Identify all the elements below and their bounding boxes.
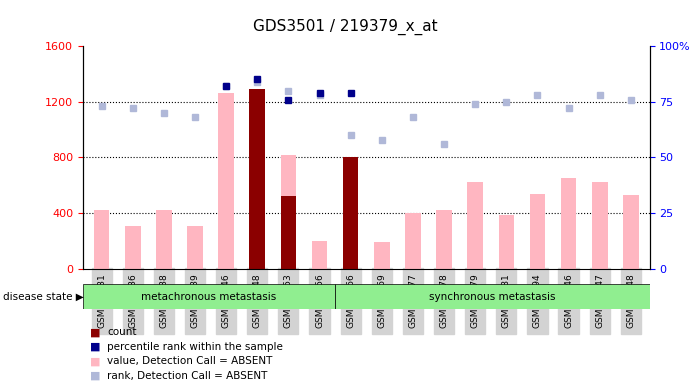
Bar: [530, 194, 545, 269]
Text: ■: ■: [90, 371, 100, 381]
Bar: [249, 89, 265, 269]
Bar: [592, 182, 607, 269]
Text: GDS3501 / 219379_x_at: GDS3501 / 219379_x_at: [253, 19, 438, 35]
Bar: [156, 210, 171, 269]
Text: percentile rank within the sample: percentile rank within the sample: [107, 342, 283, 352]
Text: disease state ▶: disease state ▶: [3, 291, 84, 301]
Text: ■: ■: [90, 356, 100, 366]
Bar: [623, 195, 638, 269]
Bar: [467, 182, 483, 269]
Bar: [374, 242, 390, 269]
Bar: [94, 210, 109, 269]
Bar: [498, 215, 514, 269]
Bar: [218, 93, 234, 269]
Bar: [249, 198, 265, 269]
Bar: [343, 230, 359, 269]
Bar: [436, 210, 452, 269]
Bar: [312, 241, 328, 269]
Text: value, Detection Call = ABSENT: value, Detection Call = ABSENT: [107, 356, 272, 366]
Bar: [281, 155, 296, 269]
Bar: [405, 213, 421, 269]
Bar: [125, 226, 140, 269]
Text: synchronous metastasis: synchronous metastasis: [429, 291, 556, 302]
Bar: [187, 226, 202, 269]
Text: ■: ■: [90, 342, 100, 352]
Text: ■: ■: [90, 327, 100, 337]
Bar: [281, 197, 296, 269]
Text: rank, Detection Call = ABSENT: rank, Detection Call = ABSENT: [107, 371, 267, 381]
Text: metachronous metastasis: metachronous metastasis: [141, 291, 276, 302]
Bar: [334, 284, 650, 309]
Bar: [343, 157, 359, 269]
Bar: [561, 178, 576, 269]
Text: count: count: [107, 327, 137, 337]
Bar: [83, 284, 334, 309]
